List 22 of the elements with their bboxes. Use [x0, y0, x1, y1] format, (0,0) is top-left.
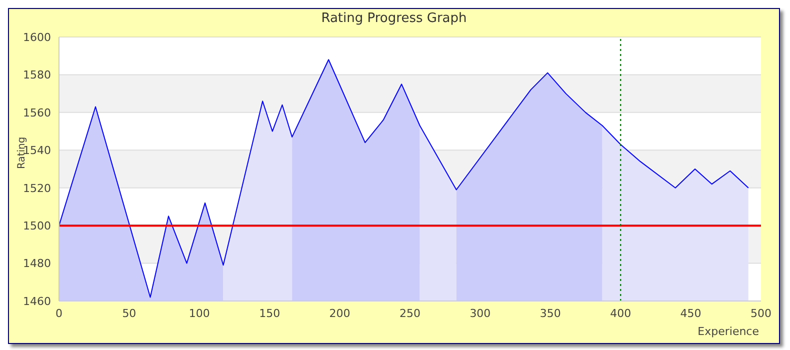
x-tick-label: 400: [610, 306, 632, 320]
x-tick-label: 100: [188, 306, 210, 320]
y-tick-label: 1600: [23, 30, 51, 44]
y-tick-label: 1540: [23, 144, 51, 158]
x-tick-label: 500: [750, 306, 772, 320]
y-tick-label: 1500: [23, 219, 51, 232]
chart-title: Rating Progress Graph: [320, 11, 468, 26]
x-tick-label: 200: [329, 306, 350, 320]
x-tick-label: 50: [122, 306, 136, 320]
y-tick-label: 1580: [23, 68, 51, 82]
y-tick-label: 1520: [23, 182, 51, 195]
line-series: [59, 59, 749, 298]
x-axis-title: Experience: [698, 325, 760, 338]
x-tick-label: 250: [400, 306, 420, 320]
x-tick-label: 350: [540, 306, 561, 320]
x-tick-label: 150: [259, 306, 280, 320]
x-tick-label: 0: [56, 306, 62, 320]
x-tick-label: 450: [680, 306, 702, 320]
y-tick-label: 1480: [23, 257, 51, 270]
x-tick-label: 300: [470, 306, 491, 320]
y-tick-label: 1460: [23, 294, 51, 308]
y-tick-label: 1560: [23, 106, 51, 120]
